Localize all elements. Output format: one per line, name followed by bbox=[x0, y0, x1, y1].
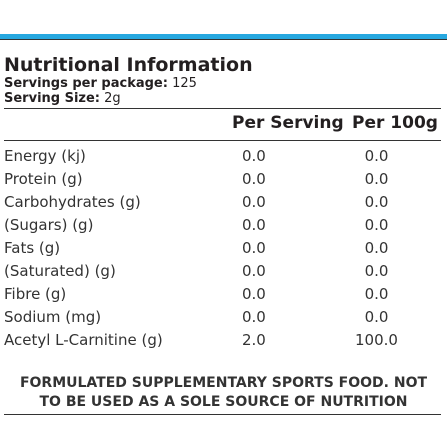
nutrition-table: Energy (kj) 0.0 0.0 Protein (g) 0.0 0.0 … bbox=[4, 144, 441, 351]
table-row: (Sugars) (g) 0.0 0.0 bbox=[4, 213, 441, 236]
per-100g-value: 0.0 bbox=[364, 261, 389, 280]
disclaimer-line-2: TO BE USED AS A SOLE SOURCE OF NUTRITION bbox=[39, 394, 408, 410]
per-100g-value: 0.0 bbox=[364, 284, 389, 303]
table-row: Acetyl L-Carnitine (g) 2.0 100.0 bbox=[4, 328, 441, 351]
header-divider bbox=[4, 108, 441, 109]
table-row: Fats (g) 0.0 0.0 bbox=[4, 236, 441, 259]
per-100g-value: 0.0 bbox=[364, 169, 389, 188]
serving-size-value: 2g bbox=[104, 91, 121, 106]
per-100g-value: 0.0 bbox=[364, 146, 389, 165]
table-row: Carbohydrates (g) 0.0 0.0 bbox=[4, 190, 441, 213]
columns-divider bbox=[4, 140, 441, 141]
nutrient-name: (Sugars) (g) bbox=[4, 215, 94, 234]
per-100g-value: 0.0 bbox=[364, 192, 389, 211]
column-header-per-100g: Per 100g bbox=[352, 113, 438, 133]
per-serving-value: 0.0 bbox=[242, 284, 266, 303]
nutrient-name: (Saturated) (g) bbox=[4, 261, 116, 280]
table-row: Protein (g) 0.0 0.0 bbox=[4, 167, 441, 190]
serving-size-label: Serving Size: bbox=[4, 91, 101, 106]
per-100g-value: 0.0 bbox=[364, 238, 389, 257]
accent-band bbox=[0, 34, 447, 39]
per-serving-value: 0.0 bbox=[242, 215, 266, 234]
servings-label: Servings per package: bbox=[4, 76, 168, 91]
per-serving-value: 0.0 bbox=[242, 169, 266, 188]
per-100g-value: 100.0 bbox=[355, 330, 398, 349]
disclaimer: FORMULATED SUPPLEMENTARY SPORTS FOOD. NO… bbox=[0, 374, 447, 412]
bottom-divider bbox=[4, 414, 441, 415]
nutrient-name: Protein (g) bbox=[4, 169, 83, 188]
top-divider bbox=[0, 39, 447, 40]
nutrient-name: Fibre (g) bbox=[4, 284, 67, 303]
table-row: Sodium (mg) 0.0 0.0 bbox=[4, 305, 441, 328]
nutrient-name: Sodium (mg) bbox=[4, 307, 102, 326]
table-row: (Saturated) (g) 0.0 0.0 bbox=[4, 259, 441, 282]
table-row: Energy (kj) 0.0 0.0 bbox=[4, 144, 441, 167]
per-serving-value: 0.0 bbox=[242, 192, 266, 211]
nutrient-name: Carbohydrates (g) bbox=[4, 192, 141, 211]
per-100g-value: 0.0 bbox=[364, 215, 389, 234]
servings-per-package: Servings per package: 125 bbox=[4, 76, 197, 91]
panel-title: Nutritional Information bbox=[4, 54, 253, 76]
table-row: Fibre (g) 0.0 0.0 bbox=[4, 282, 441, 305]
nutrient-name: Fats (g) bbox=[4, 238, 61, 257]
per-serving-value: 0.0 bbox=[242, 238, 266, 257]
per-serving-value: 0.0 bbox=[242, 146, 266, 165]
disclaimer-line-1: FORMULATED SUPPLEMENTARY SPORTS FOOD. NO… bbox=[19, 375, 428, 391]
column-header-per-serving: Per Serving bbox=[232, 113, 344, 133]
per-serving-value: 0.0 bbox=[242, 261, 266, 280]
servings-value: 125 bbox=[172, 76, 197, 91]
nutrient-name: Energy (kj) bbox=[4, 146, 86, 165]
per-serving-value: 0.0 bbox=[242, 307, 266, 326]
per-serving-value: 2.0 bbox=[242, 330, 266, 349]
serving-size: Serving Size: 2g bbox=[4, 91, 121, 106]
per-100g-value: 0.0 bbox=[364, 307, 389, 326]
nutrient-name: Acetyl L-Carnitine (g) bbox=[4, 330, 163, 349]
